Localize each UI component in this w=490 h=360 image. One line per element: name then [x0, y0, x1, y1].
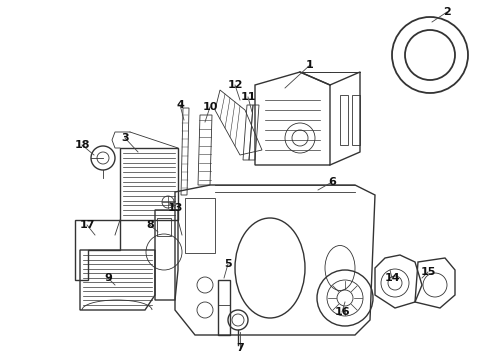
Text: 13: 13: [167, 203, 183, 213]
Text: 12: 12: [227, 80, 243, 90]
Text: 7: 7: [236, 343, 244, 353]
Text: 10: 10: [202, 102, 218, 112]
Text: 14: 14: [384, 273, 400, 283]
Text: 5: 5: [224, 259, 232, 269]
Text: 9: 9: [104, 273, 112, 283]
Text: 8: 8: [146, 220, 154, 230]
Text: 18: 18: [74, 140, 90, 150]
Bar: [340, 95, 348, 145]
Text: 17: 17: [79, 220, 95, 230]
Bar: [185, 198, 215, 253]
Text: 15: 15: [420, 267, 436, 277]
Text: 16: 16: [334, 307, 350, 317]
Text: 3: 3: [121, 133, 129, 143]
Text: 4: 4: [176, 100, 184, 110]
Text: 1: 1: [306, 60, 314, 70]
Bar: [352, 95, 360, 145]
Text: 2: 2: [443, 7, 451, 17]
Bar: [218, 280, 230, 335]
Text: 11: 11: [240, 92, 256, 102]
Text: 6: 6: [328, 177, 336, 187]
Bar: [157, 218, 171, 236]
